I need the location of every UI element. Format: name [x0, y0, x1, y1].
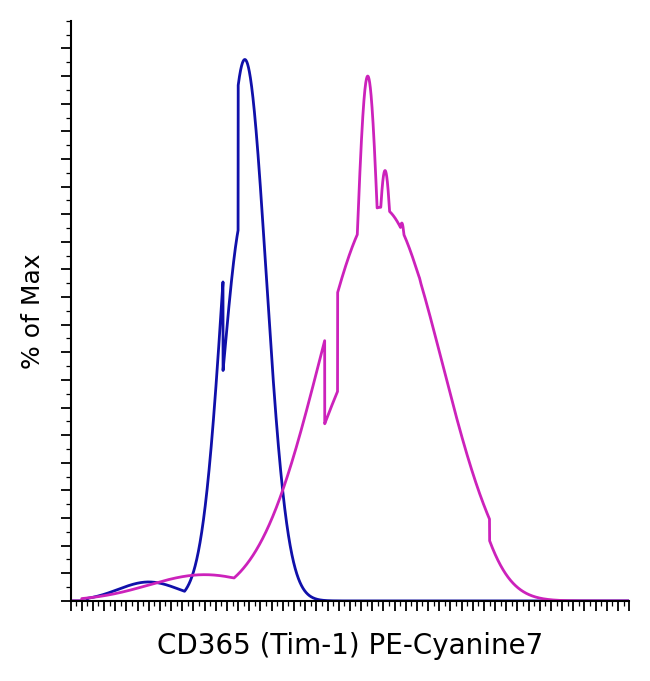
Y-axis label: % of Max: % of Max [21, 253, 45, 368]
X-axis label: CD365 (Tim-1) PE-Cyanine7: CD365 (Tim-1) PE-Cyanine7 [157, 632, 543, 660]
